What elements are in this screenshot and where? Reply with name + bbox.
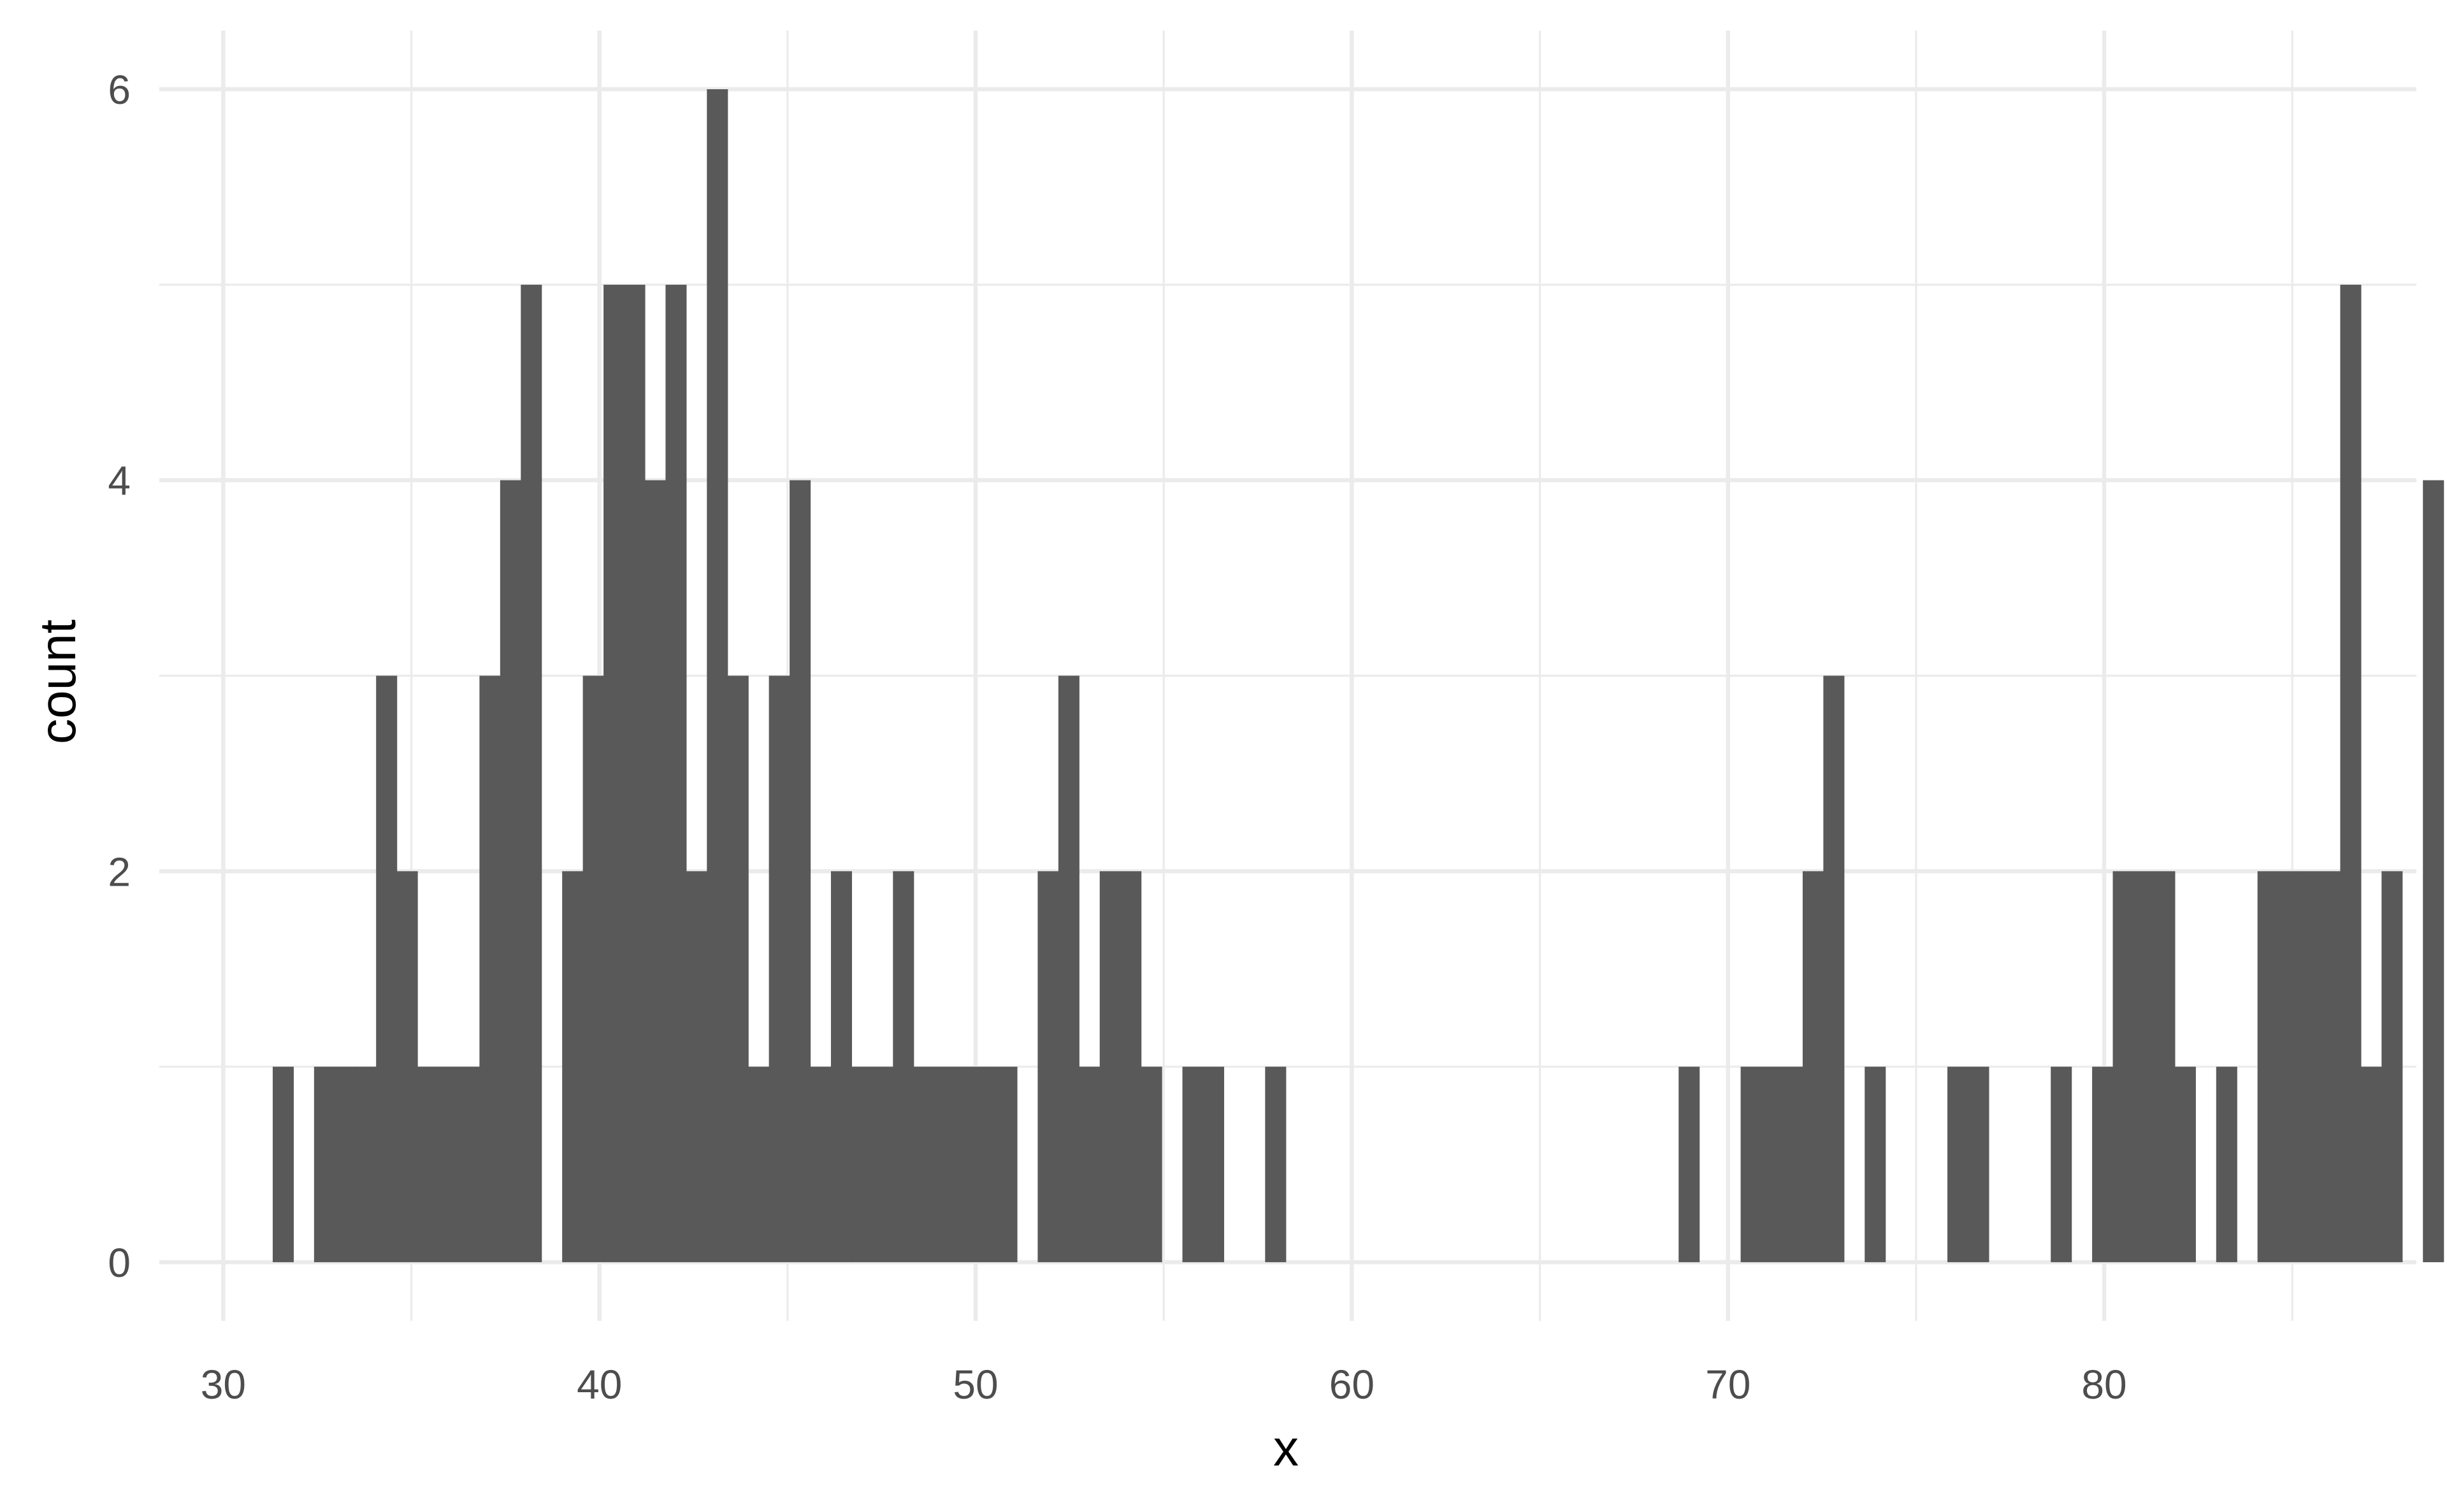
histogram-bar (314, 1067, 335, 1262)
histogram-bar (438, 1067, 459, 1262)
histogram-bar (769, 675, 790, 1262)
histogram-bar (521, 284, 542, 1262)
histogram-bar (2340, 284, 2362, 1262)
x-tick-label: 80 (2081, 1362, 2126, 1408)
histogram-bar (748, 1067, 770, 1262)
histogram-bar (355, 1067, 377, 1262)
histogram-bar (417, 1067, 439, 1262)
x-tick-label: 30 (201, 1362, 246, 1408)
histogram-bar (1823, 675, 1845, 1262)
x-tick-label: 40 (577, 1362, 622, 1408)
histogram-bar (1079, 1067, 1101, 1262)
histogram-bar (1678, 1067, 1700, 1262)
histogram-bar (707, 89, 728, 1262)
histogram-bar (1761, 1067, 1783, 1262)
histogram-bar (976, 1067, 997, 1262)
histogram-bar (1265, 1067, 1287, 1262)
histogram-bar (810, 1067, 832, 1262)
histogram-bar (624, 284, 646, 1262)
histogram-bar (2423, 480, 2444, 1262)
histogram-bar (376, 675, 398, 1262)
histogram-bar (2174, 1067, 2196, 1262)
histogram-bar (2257, 871, 2279, 1262)
histogram-bar (603, 284, 625, 1262)
histogram-bar (1782, 1067, 1803, 1262)
histogram-bar (2278, 871, 2300, 1262)
y-tick-label: 4 (108, 458, 131, 504)
histogram-bar (2319, 871, 2341, 1262)
histogram-bar (955, 1067, 976, 1262)
histogram-bar (934, 1067, 956, 1262)
histogram-bar (1947, 1067, 1969, 1262)
histogram-bar (479, 675, 501, 1262)
histogram-bar (2051, 1067, 2072, 1262)
histogram-bar (1141, 1067, 1162, 1262)
histogram-bar (500, 480, 521, 1262)
histogram-bar (790, 480, 811, 1262)
y-axis-title: count (29, 619, 86, 744)
histogram-bar (893, 871, 914, 1262)
histogram-bar (1037, 871, 1059, 1262)
histogram-bar (1202, 1067, 1225, 1262)
histogram-bar (1968, 1067, 1989, 1262)
histogram-bar (272, 1067, 294, 1262)
histogram-bar (686, 871, 707, 1262)
histogram-bar (2133, 871, 2155, 1262)
histogram-bar (644, 480, 667, 1262)
x-tick-label: 50 (953, 1362, 998, 1408)
histogram-bar (2216, 1067, 2237, 1262)
histogram-bars (272, 89, 2444, 1262)
histogram-bar (458, 1067, 480, 1262)
histogram-bar (2360, 1067, 2382, 1262)
histogram-bar (851, 1067, 873, 1262)
histogram-bar (2092, 1067, 2114, 1262)
y-tick-label: 0 (108, 1240, 131, 1286)
x-tick-label: 70 (1705, 1362, 1750, 1408)
histogram-bar (1120, 871, 1142, 1262)
y-tick-label: 2 (108, 849, 131, 895)
x-axis-tick-labels: 30 40 50 60 70 80 (201, 1362, 2127, 1408)
histogram-bar (1802, 871, 1824, 1262)
histogram-bar (2112, 871, 2134, 1262)
histogram-bar (2154, 871, 2176, 1262)
histogram-bar (1740, 1067, 1762, 1262)
histogram-bar (1058, 675, 1079, 1262)
y-tick-label: 6 (108, 67, 131, 113)
x-axis-title: x (1273, 1420, 1299, 1476)
histogram-bar (562, 871, 584, 1262)
histogram-bar (1182, 1067, 1204, 1262)
histogram-bar (727, 675, 749, 1262)
histogram-bar (2381, 871, 2403, 1262)
histogram-bar (2299, 871, 2320, 1262)
x-tick-label: 60 (1329, 1362, 1375, 1408)
histogram-bar (830, 871, 853, 1262)
histogram-bar (665, 284, 687, 1262)
histogram-bar (335, 1067, 356, 1262)
histogram-bar (396, 871, 418, 1262)
histogram-bar (872, 1067, 893, 1262)
histogram-bar (913, 1067, 935, 1262)
y-axis-tick-labels: 0 2 4 6 (108, 67, 131, 1286)
histogram-bar (1099, 871, 1121, 1262)
major-gridlines (159, 31, 2416, 1321)
histogram-bar (996, 1067, 1018, 1262)
histogram-bar (1865, 1067, 1886, 1262)
histogram-bar (582, 675, 604, 1262)
